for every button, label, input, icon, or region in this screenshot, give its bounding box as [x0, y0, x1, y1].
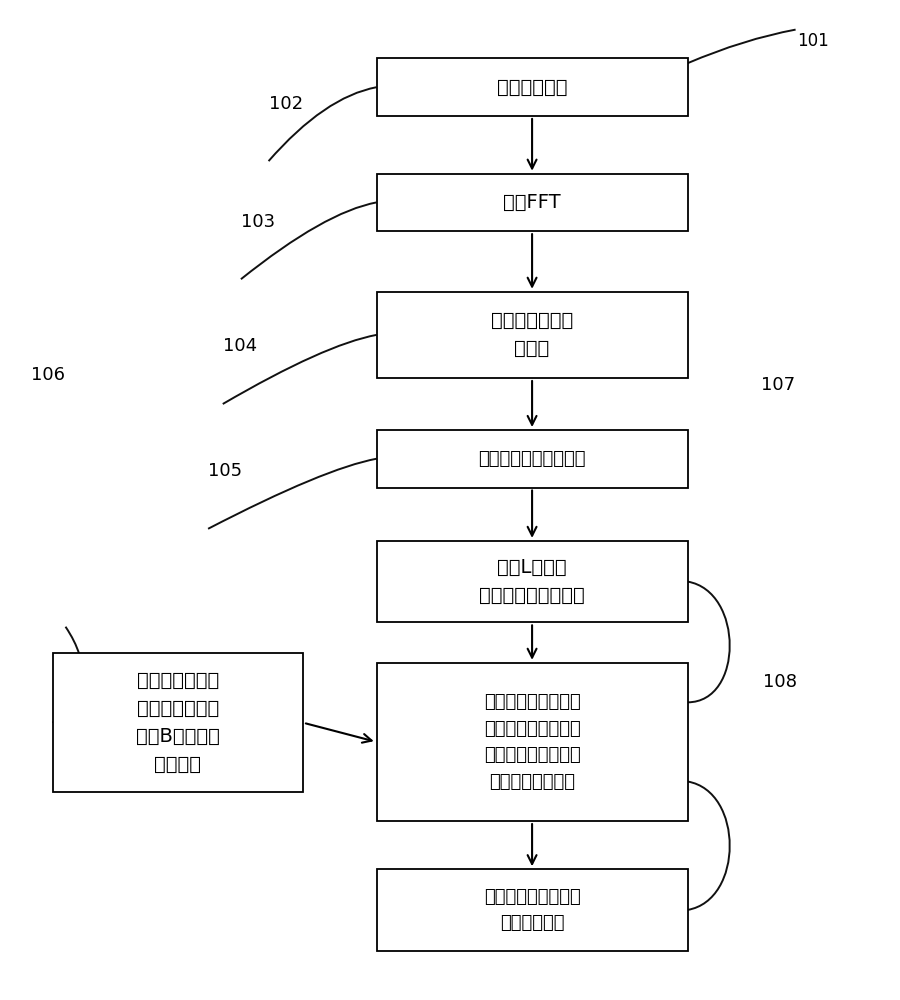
Text: 108: 108	[763, 673, 797, 691]
Text: 106: 106	[32, 366, 65, 384]
FancyBboxPatch shape	[376, 663, 688, 821]
Text: 累积L个快拍
构造阵列协方差矩阵: 累积L个快拍 构造阵列协方差矩阵	[479, 558, 585, 605]
Text: 102: 102	[269, 95, 303, 113]
Text: 形成综合接收数据向量: 形成综合接收数据向量	[478, 450, 586, 468]
Text: 101: 101	[797, 32, 829, 50]
Text: 104: 104	[223, 337, 257, 355]
Text: 105: 105	[208, 462, 242, 480]
FancyBboxPatch shape	[52, 653, 303, 792]
FancyBboxPatch shape	[376, 174, 688, 231]
Text: 103: 103	[241, 213, 275, 231]
FancyBboxPatch shape	[376, 430, 688, 488]
Text: 时域FFT: 时域FFT	[503, 193, 561, 212]
Text: 单频点波束形成
归一化: 单频点波束形成 归一化	[491, 311, 573, 358]
Text: 107: 107	[761, 376, 796, 394]
FancyBboxPatch shape	[376, 292, 688, 378]
Text: 遍历所有可能的
目标位置，建模
得到B个频点的
加权向量: 遍历所有可能的 目标位置，建模 得到B个频点的 加权向量	[136, 671, 220, 774]
FancyBboxPatch shape	[376, 541, 688, 622]
Text: 线阵接收数据: 线阵接收数据	[497, 78, 567, 97]
Text: 根据一定的准则得到
最优导向矢量，最优
导向矢量与阵列协方
差矩阵做相关处理: 根据一定的准则得到 最优导向矢量，最优 导向矢量与阵列协方 差矩阵做相关处理	[483, 693, 580, 791]
FancyBboxPatch shape	[376, 869, 688, 951]
Text: 相关值最大点即为目
标位置估计值: 相关值最大点即为目 标位置估计值	[483, 888, 580, 932]
FancyBboxPatch shape	[376, 58, 688, 116]
